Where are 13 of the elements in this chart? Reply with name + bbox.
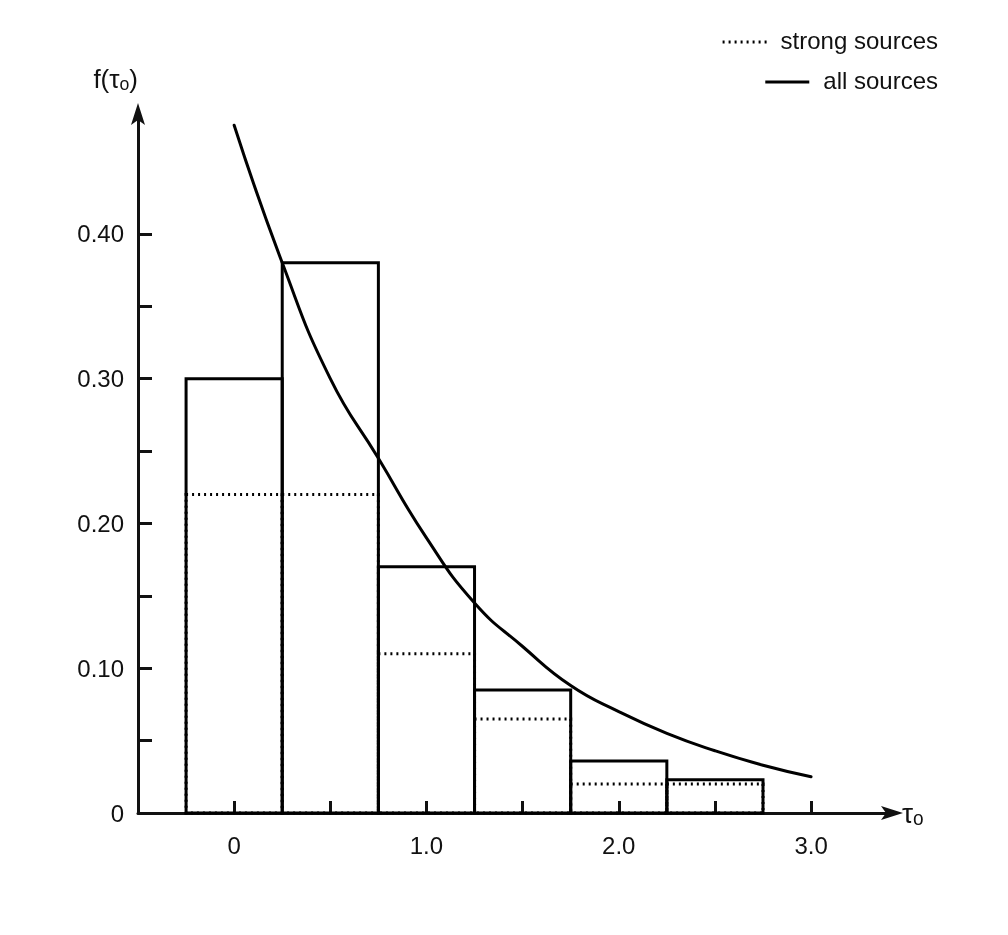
legend-label: all sources [823,66,938,94]
x-tick-label: 3.0 [794,831,828,859]
x-tick-label: 1.0 [409,831,444,859]
y-tick-label: 0.10 [77,654,124,682]
y-tick-label: 0.40 [77,220,124,248]
y-tick-label: 0 [110,799,124,827]
y-tick-label: 0.30 [77,365,124,393]
x-tick-label: 0 [227,831,241,859]
x-tick-label: 2.0 [602,831,636,859]
x-axis-title: τₒ [902,797,924,829]
y-axis-title: f(τₒ) [93,64,138,94]
legend-label: strong sources [780,26,938,54]
y-tick-label: 0.20 [77,509,124,537]
